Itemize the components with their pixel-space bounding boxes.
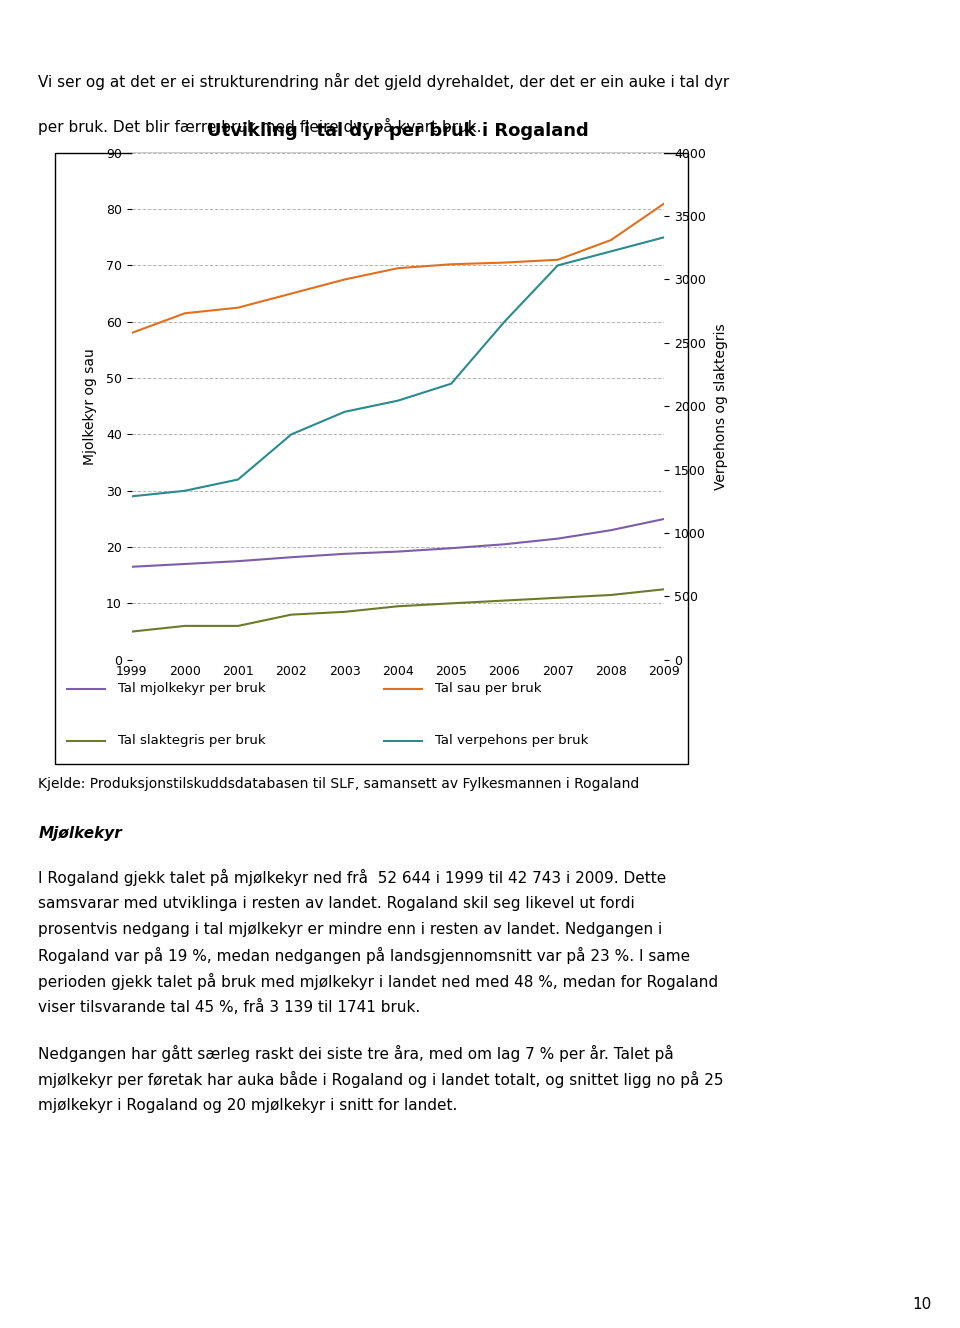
Y-axis label: Mjolkekyr og sau: Mjolkekyr og sau: [84, 348, 98, 465]
Text: per bruk. Det blir færre bruk med fleire dyr på kvart bruk.: per bruk. Det blir færre bruk med fleire…: [38, 118, 482, 135]
Text: Tal sau per bruk: Tal sau per bruk: [435, 683, 541, 696]
Text: Tal slaktegris per bruk: Tal slaktegris per bruk: [118, 734, 266, 748]
Text: Nedgangen har gått særleg raskt dei siste tre åra, med om lag 7 % per år. Talet : Nedgangen har gått særleg raskt dei sist…: [38, 1045, 674, 1062]
Text: Mjølkekyr: Mjølkekyr: [38, 826, 122, 842]
Text: Tal verpehons per bruk: Tal verpehons per bruk: [435, 734, 588, 748]
Y-axis label: Verpehons og slaktegris: Verpehons og slaktegris: [714, 323, 729, 490]
Text: samsvarar med utviklinga i resten av landet. Rogaland skil seg likevel ut fordi: samsvarar med utviklinga i resten av lan…: [38, 896, 636, 911]
Text: 10: 10: [912, 1296, 931, 1312]
Text: Vi ser og at det er ei strukturendring når det gjeld dyrehaldet, der det er ein : Vi ser og at det er ei strukturendring n…: [38, 73, 730, 90]
Text: Kjelde: Produksjonstilskuddsdatabasen til SLF, samansett av Fylkesmannen i Rogal: Kjelde: Produksjonstilskuddsdatabasen ti…: [38, 777, 639, 791]
Text: Tal mjolkekyr per bruk: Tal mjolkekyr per bruk: [118, 683, 266, 696]
Text: I Rogaland gjekk talet på mjølkekyr ned frå  52 644 i 1999 til 42 743 i 2009. De: I Rogaland gjekk talet på mjølkekyr ned …: [38, 869, 666, 886]
Text: perioden gjekk talet på bruk med mjølkekyr i landet ned med 48 %, medan for Roga: perioden gjekk talet på bruk med mjølkek…: [38, 972, 718, 989]
Text: viser tilsvarande tal 45 %, frå 3 139 til 1741 bruk.: viser tilsvarande tal 45 %, frå 3 139 ti…: [38, 999, 420, 1015]
Text: mjølkekyr i Rogaland og 20 mjølkekyr i snitt for landet.: mjølkekyr i Rogaland og 20 mjølkekyr i s…: [38, 1098, 458, 1113]
Text: Rogaland var på 19 %, medan nedgangen på landsgjennomsnitt var på 23 %. I same: Rogaland var på 19 %, medan nedgangen på…: [38, 947, 690, 964]
Text: mjølkekyr per føretak har auka både i Rogaland og i landet totalt, og snittet li: mjølkekyr per føretak har auka både i Ro…: [38, 1070, 724, 1088]
Text: prosentvis nedgang i tal mjølkekyr er mindre enn i resten av landet. Nedgangen i: prosentvis nedgang i tal mjølkekyr er mi…: [38, 922, 662, 936]
Title: Utvikling i tal dyr per bruk i Rogaland: Utvikling i tal dyr per bruk i Rogaland: [207, 122, 588, 139]
